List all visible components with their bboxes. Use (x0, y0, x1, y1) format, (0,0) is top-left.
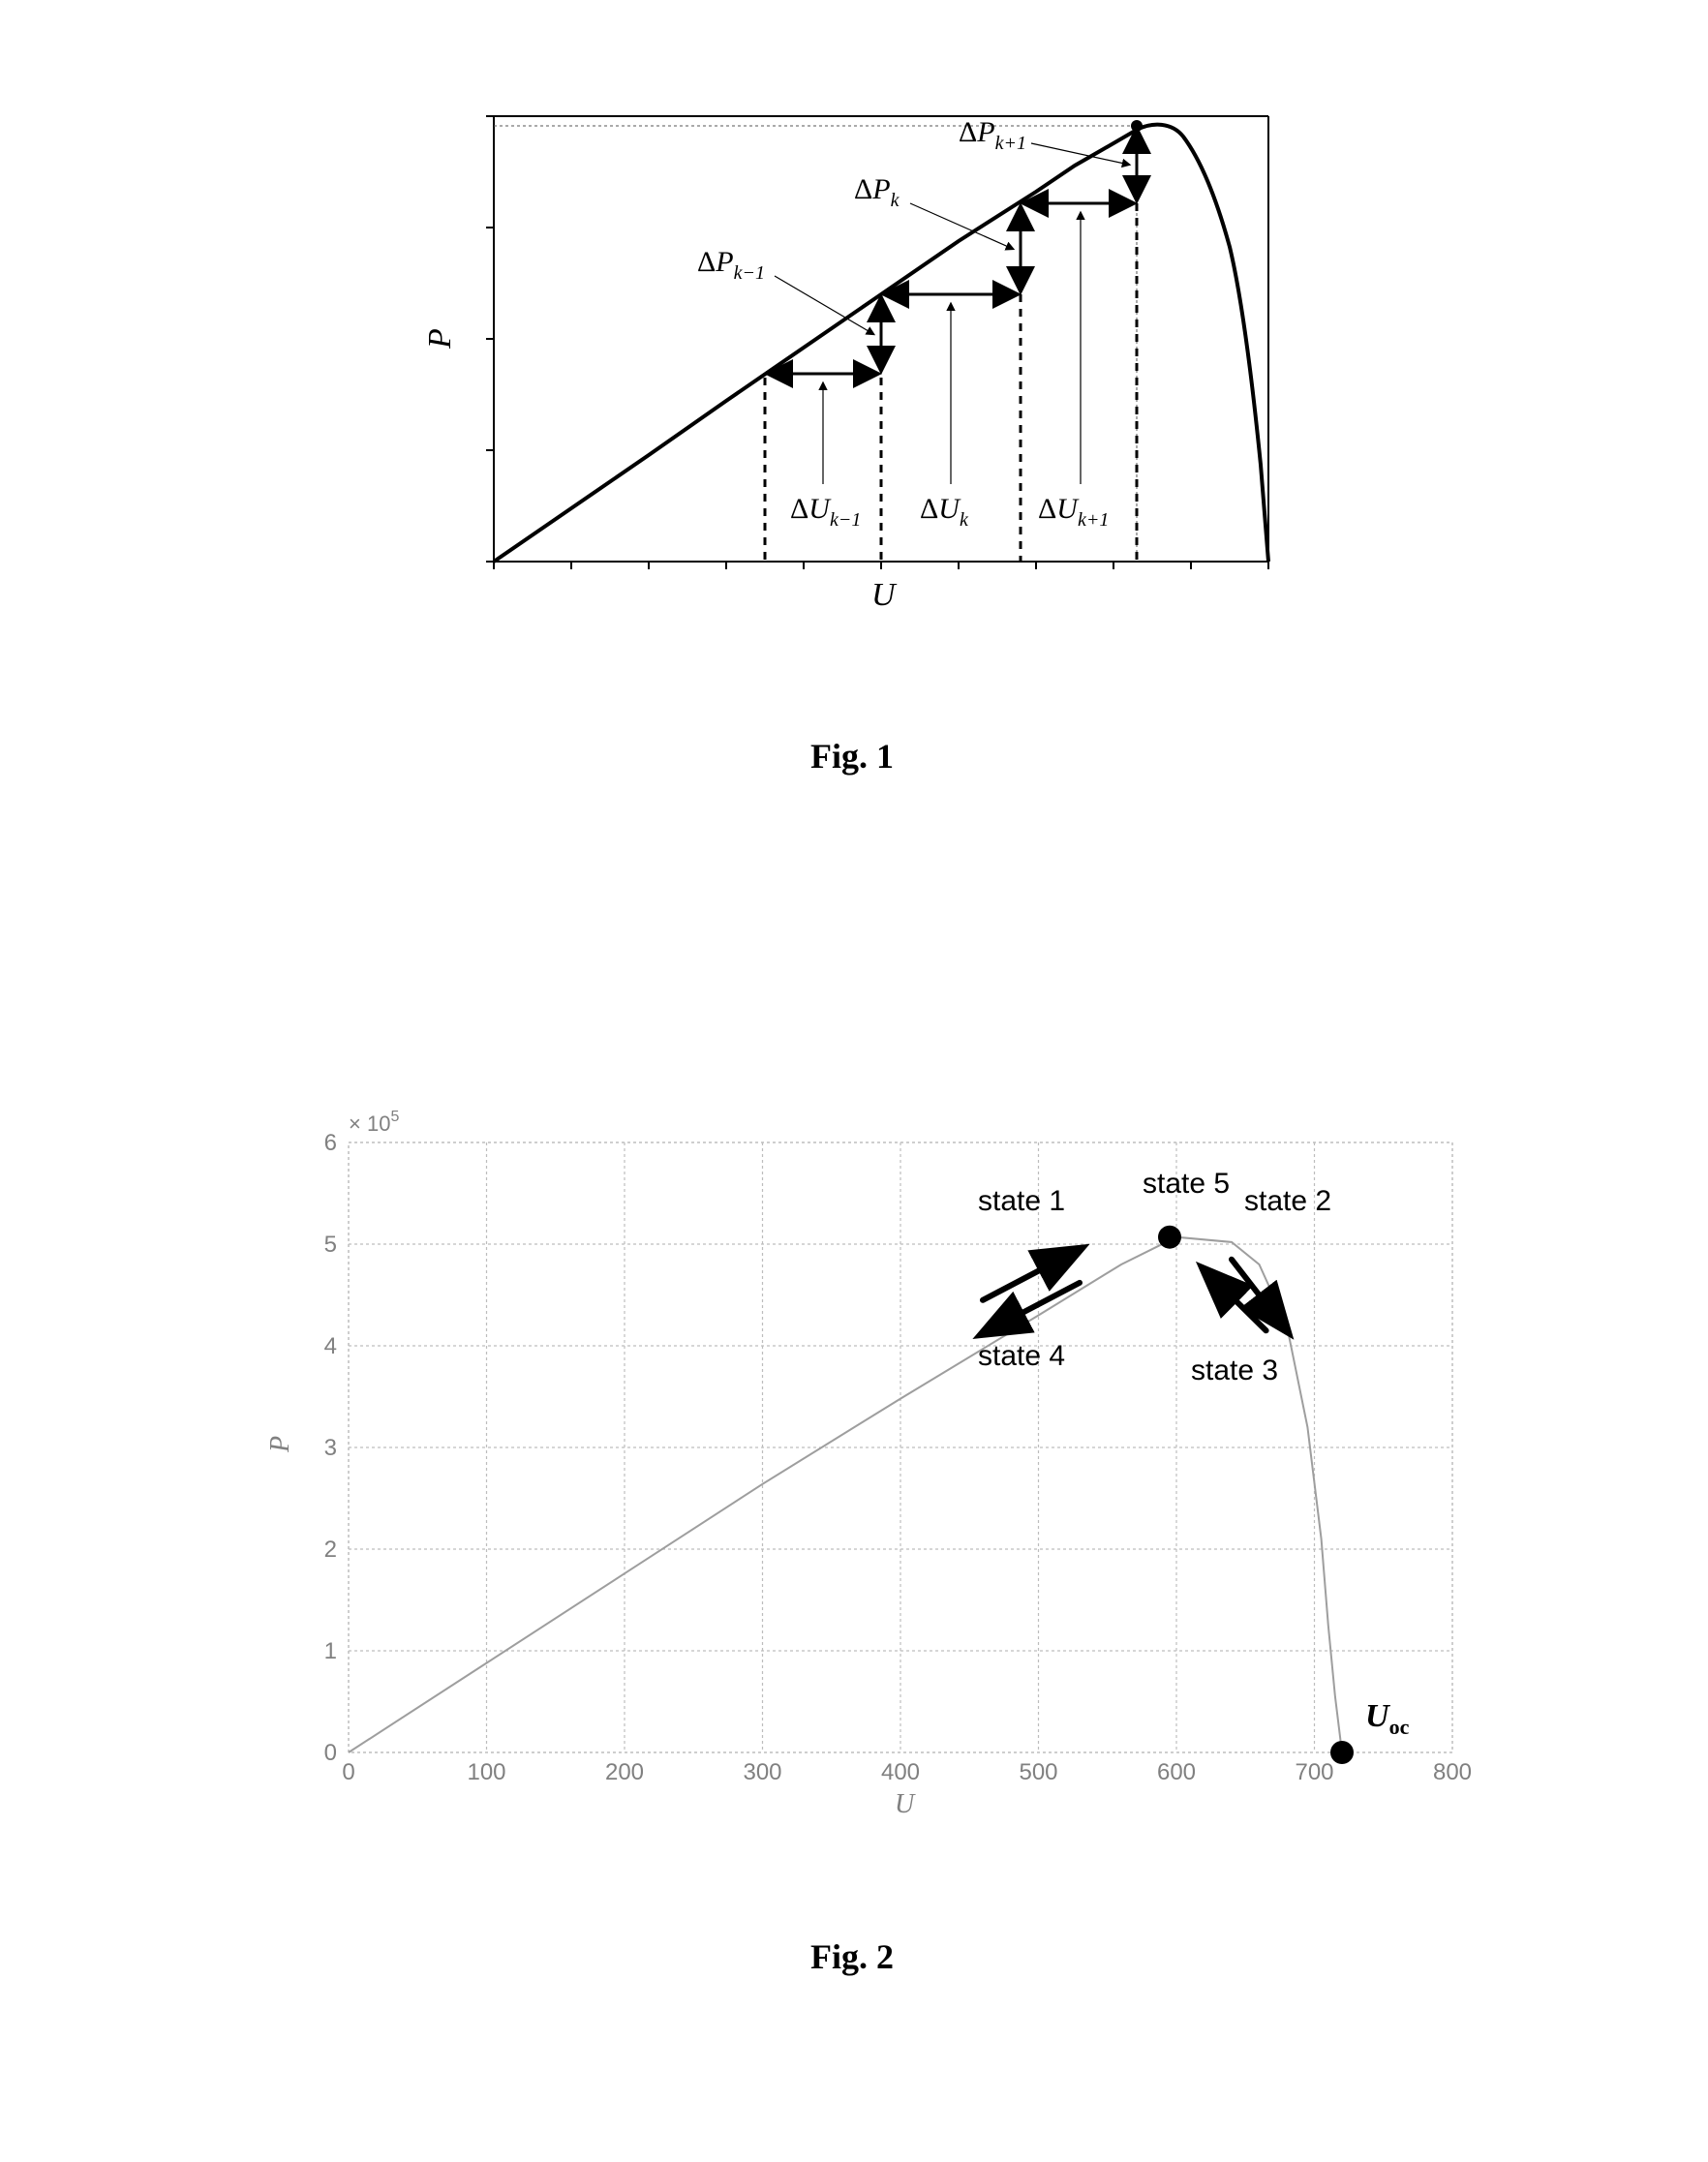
svg-text:state 2: state 2 (1244, 1185, 1331, 1217)
uoc-label: Uoc (1365, 1698, 1410, 1739)
figure-2-caption: Fig. 2 (203, 1936, 1501, 1977)
svg-text:ΔUk+1: ΔUk+1 (1038, 493, 1109, 531)
deltaP-leaders (775, 143, 1129, 334)
svg-text:ΔPk+1: ΔPk+1 (959, 116, 1026, 154)
deltaU-leaders (823, 213, 1081, 484)
svg-text:3: 3 (324, 1435, 337, 1461)
svg-text:state 5: state 5 (1143, 1168, 1230, 1200)
deltaP-labels: ΔPk−1 ΔPk ΔPk+1 (697, 116, 1026, 284)
svg-text:300: 300 (743, 1759, 781, 1785)
peak-point (1131, 120, 1143, 132)
figure-1: ΔUk−1 ΔUk ΔUk+1 ΔPk−1 ΔPk ΔPk+1 U P (407, 77, 1297, 620)
svg-text:1: 1 (324, 1638, 337, 1664)
figure-1-svg: ΔUk−1 ΔUk ΔUk+1 ΔPk−1 ΔPk ΔPk+1 U P (407, 77, 1297, 620)
grid (349, 1142, 1452, 1752)
svg-text:400: 400 (881, 1759, 920, 1785)
figure-2-svg: 0 100 200 300 400 500 600 700 800 0 1 2 … (203, 1084, 1501, 1830)
y-exponent: × 105 (349, 1109, 399, 1136)
svg-text:ΔPk: ΔPk (854, 173, 900, 211)
figure-2: 0 100 200 300 400 500 600 700 800 0 1 2 … (203, 1084, 1501, 1830)
uoc-marker (1330, 1741, 1354, 1764)
figure-1-caption: Fig. 1 (407, 736, 1297, 776)
pv-curve-2 (349, 1237, 1342, 1752)
peak-marker (1158, 1226, 1181, 1249)
ytick-labels: 0 1 2 3 4 5 6 (324, 1130, 337, 1766)
svg-text:200: 200 (605, 1759, 644, 1785)
x-ticks (494, 562, 1268, 569)
svg-text:state 4: state 4 (978, 1340, 1065, 1372)
svg-text:700: 700 (1295, 1759, 1333, 1785)
svg-text:5: 5 (324, 1232, 337, 1258)
svg-text:100: 100 (467, 1759, 505, 1785)
xtick-labels: 0 100 200 300 400 500 600 700 800 (342, 1759, 1472, 1785)
svg-text:500: 500 (1019, 1759, 1057, 1785)
x-axis-label: U (871, 577, 898, 613)
svg-text:600: 600 (1157, 1759, 1196, 1785)
x-axis-label-2: U (895, 1789, 916, 1819)
y-axis-label: P (422, 328, 458, 350)
svg-text:ΔUk: ΔUk (920, 493, 969, 531)
svg-text:ΔUk−1: ΔUk−1 (790, 493, 861, 531)
svg-text:800: 800 (1433, 1759, 1472, 1785)
y-axis-label-2: P (265, 1436, 295, 1453)
svg-text:0: 0 (342, 1759, 354, 1785)
svg-text:2: 2 (324, 1537, 337, 1563)
svg-text:0: 0 (324, 1740, 337, 1766)
y-ticks (486, 116, 494, 562)
deltaU-labels: ΔUk−1 ΔUk ΔUk+1 (790, 493, 1109, 531)
svg-text:state 3: state 3 (1191, 1355, 1278, 1386)
svg-text:state 1: state 1 (978, 1185, 1065, 1217)
svg-text:ΔPk−1: ΔPk−1 (697, 246, 765, 284)
deltaP-arrows (881, 131, 1137, 369)
svg-text:4: 4 (324, 1333, 337, 1359)
svg-text:6: 6 (324, 1130, 337, 1156)
